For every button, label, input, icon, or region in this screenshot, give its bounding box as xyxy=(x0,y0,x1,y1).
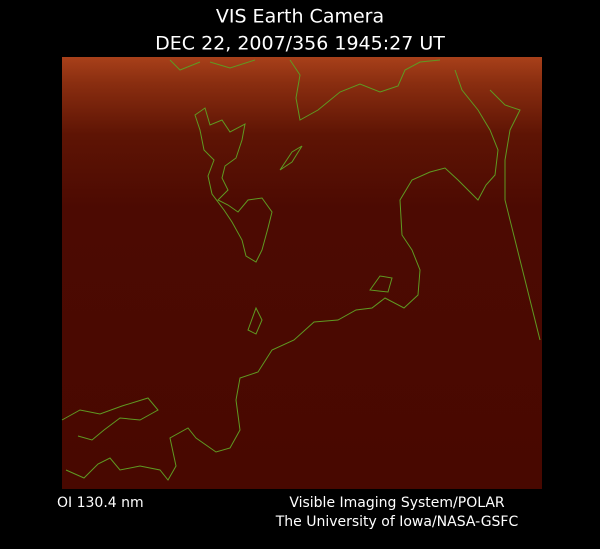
wavelength-label: OI 130.4 nm xyxy=(57,495,144,511)
timestamp: DEC 22, 2007/356 1945:27 UT xyxy=(155,33,445,55)
earth-image xyxy=(62,57,542,489)
title: VIS Earth Camera xyxy=(216,6,384,28)
coastlines xyxy=(61,59,541,481)
instrument-label: Visible Imaging System/POLAR xyxy=(289,495,505,511)
credit-label: The University of Iowa/NASA-GSFC xyxy=(275,514,519,530)
